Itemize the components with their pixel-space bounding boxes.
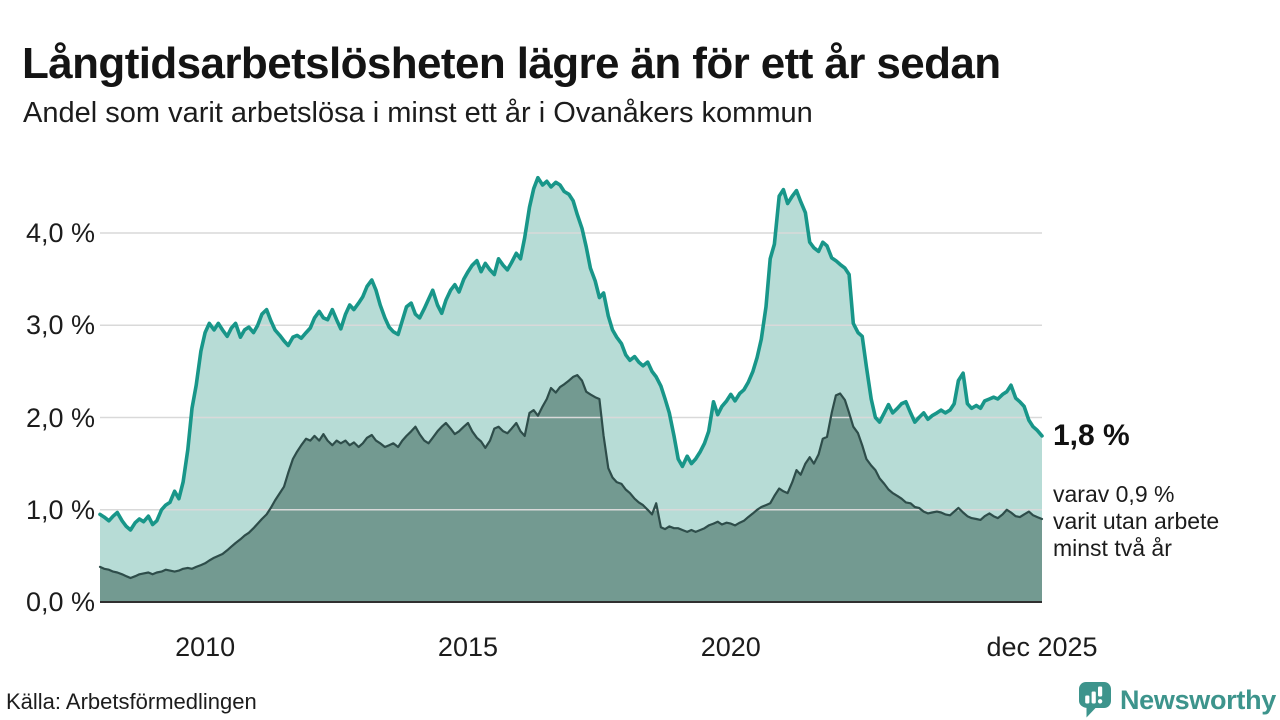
newsworthy-bubble-chart-icon: [1078, 682, 1111, 718]
x-tick-label: 2020: [700, 632, 761, 662]
y-tick-label: 0,0 %: [25, 587, 95, 617]
y-tick-label: 1,0 %: [25, 494, 95, 525]
x-tick-label: 2015: [437, 632, 498, 662]
chart-title: Långtidsarbetslösheten lägre än för ett …: [22, 39, 1001, 89]
x-tick-label: dec 2025: [986, 632, 1098, 662]
y-tick-label: 4,0 %: [25, 218, 95, 248]
source-label: Källa: Arbetsförmedlingen: [6, 689, 257, 714]
newsworthy-logo: Newsworthy: [1078, 682, 1276, 718]
annotation-note: varav 0,9 % varit utan arbete minst två …: [1053, 481, 1220, 561]
y-tick-label: 2,0 %: [25, 402, 95, 433]
two-year-line: [98, 374, 1044, 580]
two-year-area: [100, 375, 1042, 602]
y-tick-label: 3,0 %: [25, 310, 95, 341]
chart-subtitle: Andel som varit arbetslösa i minst ett å…: [23, 97, 813, 129]
brand-name: Newsworthy: [1119, 684, 1276, 715]
x-tick-label: 2010: [175, 632, 236, 662]
latest-value-label: 1,8 %: [1053, 419, 1130, 452]
one-year-line: [98, 175, 1044, 532]
